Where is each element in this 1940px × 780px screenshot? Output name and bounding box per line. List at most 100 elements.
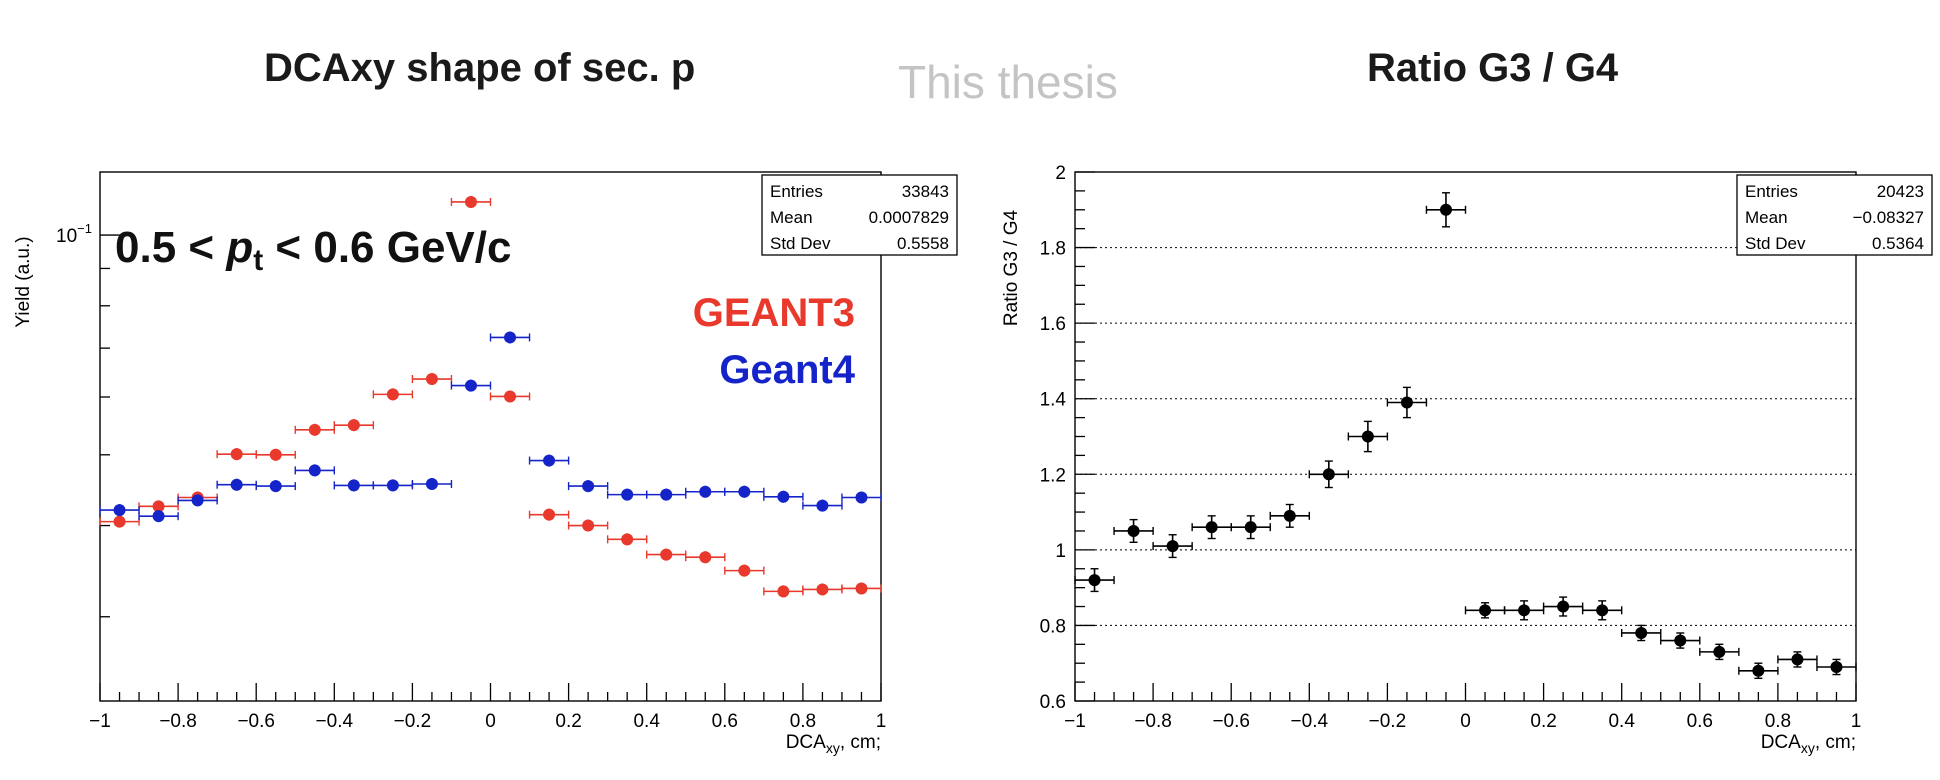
- geant3-marker: [504, 390, 517, 403]
- x-tick-label: −0.6: [1212, 711, 1250, 732]
- geant4-marker: [308, 464, 321, 477]
- data-point: [1699, 643, 1740, 661]
- geant3-marker: [386, 388, 399, 401]
- yield-chart: 10−1 Yield (a.u.) −1 −0.8 −0.6 −0.4 −0.2 0 0.2 0.…: [13, 171, 958, 756]
- data-point: [1660, 632, 1701, 649]
- data-point: [294, 423, 335, 436]
- geant4-marker: [113, 504, 126, 517]
- ratio-marker: [1479, 604, 1492, 617]
- geant3-marker: [230, 448, 243, 461]
- data-point: [802, 583, 843, 596]
- ratio-chart: 0.6 0.8 1 1.2 1.4 1.6 1.8 2 Ratio G3 / G4 −1 −0.8 −…: [1001, 163, 1933, 756]
- geant3-marker: [699, 551, 712, 564]
- ratio-marker: [1166, 540, 1179, 553]
- geant4-marker: [582, 480, 595, 493]
- data-point: [411, 478, 453, 491]
- x-axis-title: DCAxy, cm;: [786, 732, 881, 756]
- geant3-marker: [855, 582, 868, 595]
- x-tick-label: −0.4: [1291, 711, 1329, 732]
- stats-label: Std Dev: [1745, 234, 1806, 253]
- data-point: [255, 448, 296, 461]
- data-point: [841, 582, 882, 595]
- data-point: [372, 479, 414, 492]
- y-tick-label: 1.4: [1040, 390, 1067, 411]
- x-tick-label: −0.2: [1369, 711, 1407, 732]
- data-point: [1347, 420, 1389, 453]
- data-point: [1464, 602, 1506, 619]
- ratio-marker: [1752, 664, 1765, 677]
- x-tick-label: 0.6: [712, 711, 738, 732]
- data-point: [1738, 662, 1779, 680]
- data-point: [489, 331, 531, 344]
- ratio-marker: [1830, 660, 1843, 673]
- data-point: [1386, 386, 1428, 419]
- geant4-marker: [230, 478, 243, 491]
- left-panel-title: DCAxy shape of sec. p: [264, 46, 696, 90]
- geant4-marker: [543, 454, 556, 467]
- geant4-marker: [191, 494, 204, 507]
- data-point: [1308, 460, 1350, 489]
- stats-value: 33843: [902, 182, 949, 201]
- pt-range-annotation: 0.5 < pt < 0.6 GeV/c: [115, 223, 511, 277]
- ratio-marker: [1713, 645, 1726, 658]
- x-tick-label: 0.6: [1687, 711, 1713, 732]
- watermark-text: This thesis: [898, 56, 1118, 108]
- ratio-marker: [1205, 521, 1218, 534]
- ratio-marker: [1439, 203, 1452, 216]
- data-point: [1113, 518, 1154, 543]
- y-tick-label: 0.8: [1040, 616, 1066, 637]
- geant4-marker: [621, 488, 634, 501]
- data-point: [1503, 600, 1545, 621]
- geant3-marker: [660, 548, 673, 561]
- ratio-marker: [1244, 521, 1257, 534]
- x-tick-label: 0: [1460, 711, 1471, 732]
- stats-value: 0.5364: [1872, 234, 1924, 253]
- geant4-marker: [269, 480, 282, 493]
- x-tick-label: 0.4: [633, 711, 660, 732]
- data-point: [372, 388, 414, 401]
- data-point: [1581, 600, 1623, 621]
- geant4-marker: [699, 485, 712, 498]
- data-point: [724, 485, 765, 498]
- ratio-marker: [1283, 509, 1296, 522]
- y-tick-label: 1: [1055, 541, 1066, 562]
- x-tick-label: −0.8: [159, 711, 197, 732]
- data-point: [99, 504, 140, 517]
- data-point: [216, 478, 257, 491]
- data-point: [255, 480, 296, 493]
- data-point: [450, 379, 492, 392]
- geant3-marker: [464, 195, 477, 208]
- right-panel-title: Ratio G3 / G4: [1367, 46, 1619, 90]
- data-point: [685, 485, 726, 498]
- stats-value: 0.5558: [897, 234, 949, 253]
- geant4-marker: [464, 379, 477, 392]
- data-point: [724, 564, 765, 577]
- geant3-marker: [621, 533, 634, 546]
- geant3-marker: [582, 519, 595, 532]
- geant4-marker: [386, 479, 399, 492]
- data-point: [1542, 596, 1584, 617]
- x-tick-label: −0.2: [394, 711, 432, 732]
- stats-label: Mean: [1745, 208, 1788, 227]
- data-point: [841, 491, 882, 504]
- geant3-marker: [308, 423, 321, 436]
- data-point: [99, 515, 140, 528]
- y-axis-title: Yield (a.u.): [13, 236, 34, 327]
- y-axis-title: Ratio G3 / G4: [1001, 209, 1022, 326]
- data-point: [802, 499, 843, 512]
- x-tick-label: 0.8: [790, 711, 816, 732]
- x-tick-label: −0.6: [237, 711, 275, 732]
- stats-label: Entries: [770, 182, 823, 201]
- x-tick-label: 1: [876, 711, 887, 732]
- stats-box: [1736, 174, 1933, 256]
- ratio-marker: [1127, 524, 1140, 537]
- data-point: [763, 585, 804, 598]
- x-axis-title: DCAxy, cm;: [1761, 732, 1856, 756]
- geant4-marker: [816, 499, 829, 512]
- x-tick-label: 0.2: [1530, 711, 1556, 732]
- stats-label: Entries: [1745, 182, 1798, 201]
- data-point: [1152, 534, 1193, 559]
- x-tick-label: 0.4: [1608, 711, 1635, 732]
- stats-value: 20423: [1877, 182, 1924, 201]
- data-point: [411, 373, 453, 386]
